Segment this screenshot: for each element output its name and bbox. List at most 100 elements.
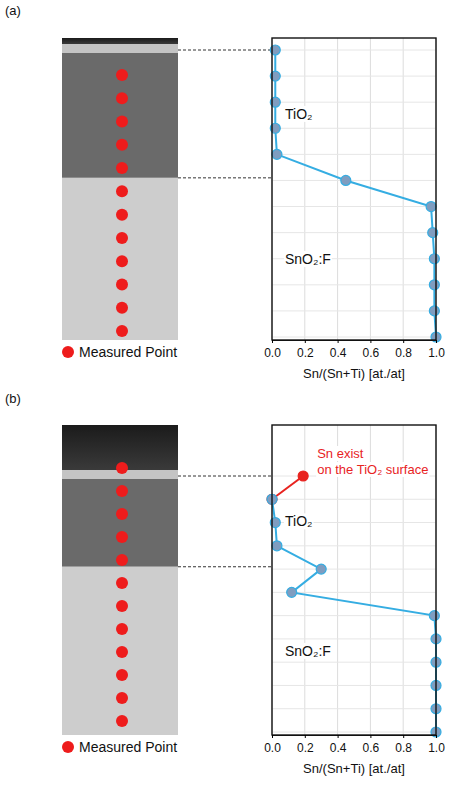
x-tick-mark [370,735,371,738]
x-tick-mark [403,735,404,738]
plot-labels: TiO₂SnO₂:FSn existon the TiO₂ surface [284,446,429,659]
figure: (a) 0.0 0.2 0.4 0.6 0.8 1.0 Sn/(Sn+Ti) [at./at]… [0,0,451,785]
measured-point [116,185,128,197]
image-surface-band [62,44,178,53]
label-patch [284,643,332,659]
measured-point [116,646,128,658]
x-tick: 0.4 [330,340,347,360]
x-tick: 1.0 [428,340,445,360]
series-line [275,50,436,337]
grid [272,425,436,735]
grid-line [337,38,338,340]
measured-point [116,623,128,635]
plot-labels: TiO₂ SnO₂:F [284,106,332,267]
grid-line [403,38,404,340]
x-axis-line [273,341,437,344]
x-tick-mark [370,340,371,343]
x-tick-mark [436,735,437,738]
label-patch [284,106,313,122]
label-patch [284,513,313,529]
x-tick: 1.0 [428,735,445,755]
legend: Measured Point [62,739,177,755]
measured-point [116,69,128,81]
measured-point [116,232,128,244]
connector-line [178,566,272,567]
grid-line-h [272,662,436,663]
data-point [429,280,439,290]
grid-line-h [272,569,436,570]
data-point [341,175,351,185]
label-patch [316,462,429,477]
series-line [272,499,436,732]
grid-line-h [272,638,436,639]
measured-point [116,577,128,589]
measured-point [116,325,128,337]
micrograph [62,425,178,735]
x-tick-label: 0.2 [297,741,314,755]
x-tick-label: 1.0 [428,741,445,755]
grid-line-h [272,128,436,129]
measured-point [116,162,128,174]
x-tick-label: 0.6 [363,741,380,755]
x-tick: 0.2 [297,735,314,755]
x-tick-label: 0.4 [330,741,347,755]
x-axis-title: Sn/(Sn+Ti) [at./at] [303,761,405,776]
x-tick: 0.8 [395,735,412,755]
connector-line [178,476,272,477]
x-tick: 0.0 [264,340,281,360]
x-tick-label: 0.0 [264,346,281,360]
plot-frame [272,38,436,340]
x-tick-mark [338,340,339,343]
series-line [272,476,303,499]
grid-line-h [272,732,436,733]
measured-point [116,508,128,520]
x-axis-title: Sn/(Sn+Ti) [at./at] [303,366,405,381]
data-point [429,611,439,621]
grid-line-h [272,499,436,500]
x-tick-mark [436,340,437,343]
data-point [316,564,326,574]
micrograph [62,38,178,340]
legend: Measured Point [62,344,177,360]
measured-point [116,302,128,314]
layer-label: TiO₂ [285,106,312,122]
data-point [298,471,308,481]
x-tick-label: 0.4 [330,346,347,360]
layer-label: SnO₂:F [285,251,331,267]
measured-point [116,669,128,681]
x-tick-label: 0.0 [264,741,281,755]
grid-line-h [272,232,436,233]
plot-frame [272,425,436,735]
x-tick-mark [272,340,273,343]
x-tick-mark [403,340,404,343]
data-point [429,306,439,316]
measured-point [116,92,128,104]
grid-line-h [272,102,436,103]
panel: (a)0.00.20.40.60.81.0Sn/(Sn+Ti) [at./at]… [5,3,445,381]
measured-point [116,692,128,704]
measured-point [116,554,128,566]
connector-line [178,177,272,178]
x-tick-mark [338,735,339,738]
data-point [272,541,282,551]
x-tick-mark [272,735,273,738]
x-tick-mark [305,340,306,343]
panel-label: (a) [5,3,21,18]
x-tick: 0.8 [395,340,412,360]
image-background [62,38,178,44]
x-axis: 0.00.20.40.60.81.0 [264,340,445,360]
grid-line-h [272,154,436,155]
label-patch [284,251,332,267]
x-tick: 0.6 [363,340,380,360]
grid-line-h [272,180,436,181]
data-point [287,587,297,597]
label-patch [316,446,365,461]
plot-area [270,45,441,342]
data-point [272,149,282,159]
grid-line-h [272,206,436,207]
grid-line-h [272,685,436,686]
legend-marker [62,346,74,358]
measured-point [116,116,128,128]
data-point [429,254,439,264]
plot-area [267,471,441,737]
